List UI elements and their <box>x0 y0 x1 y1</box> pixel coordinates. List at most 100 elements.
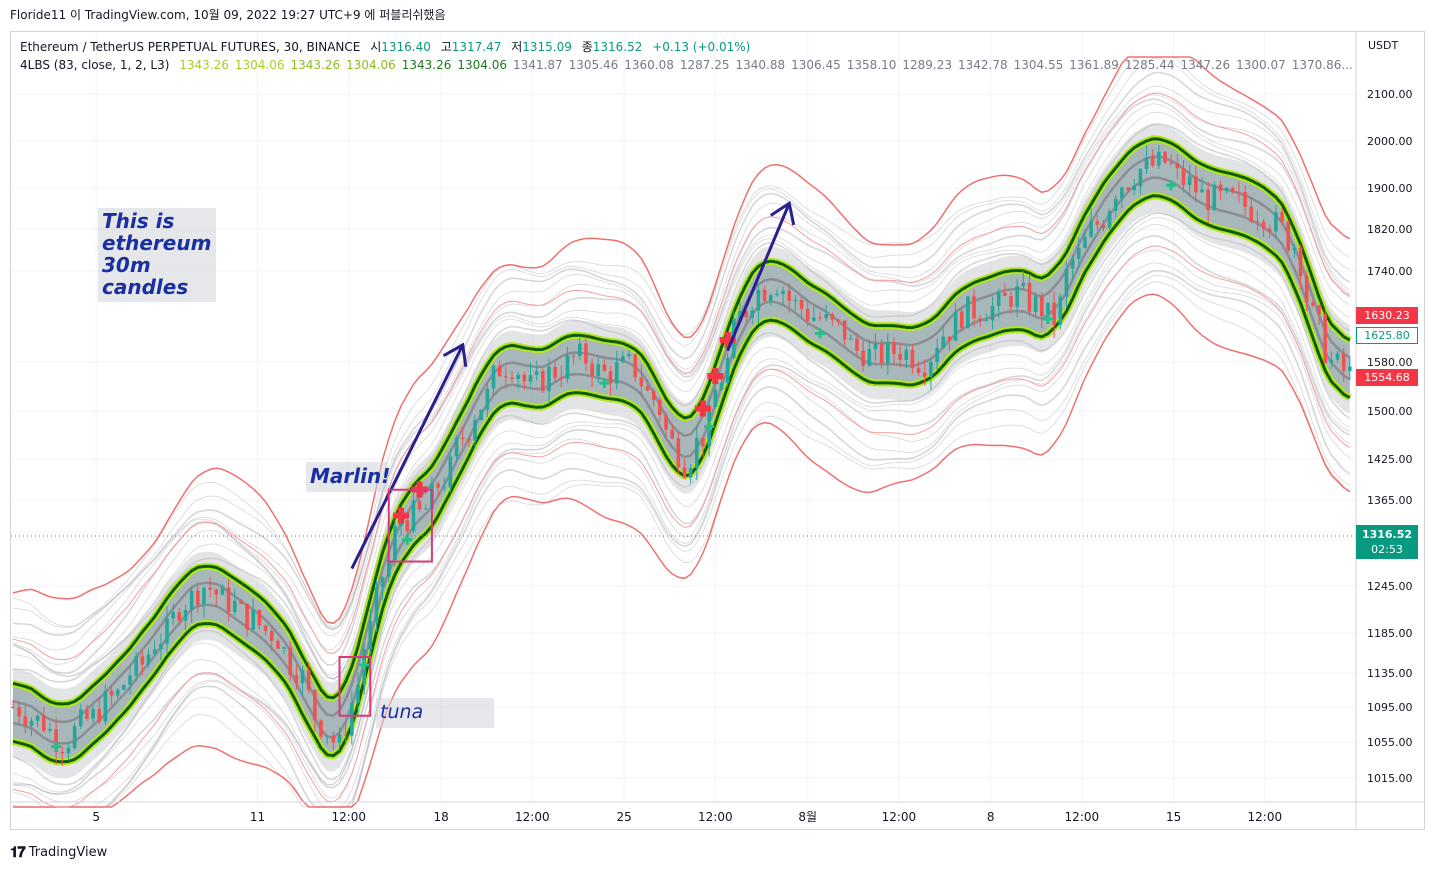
candle-body <box>1120 187 1124 199</box>
candle-body <box>263 625 268 632</box>
candle-body <box>1335 353 1340 360</box>
candle-body <box>1341 353 1346 371</box>
candle-body <box>522 374 527 382</box>
candle-body <box>232 600 237 612</box>
y-tick-label: 1135.00 <box>1367 667 1413 680</box>
candle-body <box>1323 314 1327 363</box>
candle-body <box>448 456 453 488</box>
fan-line-lower <box>12 269 1351 808</box>
candle-body <box>85 709 89 719</box>
drawing-overlays <box>11 200 1356 717</box>
fan-line-lower <box>12 262 1351 808</box>
y-tick-label: 1245.00 <box>1367 580 1413 593</box>
candle-body <box>682 467 687 478</box>
candle-body <box>990 306 995 321</box>
candle-body <box>78 709 83 727</box>
candle-body <box>1317 305 1321 315</box>
mid-gray-lower <box>12 176 1351 745</box>
candle-body <box>898 353 902 360</box>
candle-body <box>910 349 915 369</box>
candle-body <box>257 610 262 626</box>
candle-body <box>781 290 785 294</box>
candle-body <box>479 409 484 420</box>
indicator-value: 1343.26 <box>401 58 452 72</box>
low-label: 저 <box>511 40 523 54</box>
candle-body <box>756 289 761 311</box>
x-tick-label: 25 <box>616 810 631 824</box>
candle-body <box>214 589 219 595</box>
candle-body <box>1021 282 1026 287</box>
candle-body <box>1274 212 1278 232</box>
candle-body <box>1224 188 1229 192</box>
x-tick-label: 8월 <box>798 810 817 824</box>
mid-gray-upper <box>12 155 1351 724</box>
candle-body <box>350 702 354 736</box>
candle-body <box>713 389 718 407</box>
candle-body <box>467 438 471 441</box>
candle-body <box>1046 302 1050 317</box>
candle-body <box>892 342 896 354</box>
note-line: candles <box>102 275 189 299</box>
marlin-note[interactable]: Marlin! <box>306 462 390 492</box>
fan-line-lower <box>13 274 1350 808</box>
last-price-value: 1316.52 <box>1361 528 1413 541</box>
author-name[interactable]: Floride11 <box>10 8 67 22</box>
candle-body <box>1218 184 1223 192</box>
candle-body <box>140 656 145 665</box>
candle-body <box>1058 296 1063 325</box>
platform-name[interactable]: TradingView.com <box>84 8 186 22</box>
candle-body <box>1187 176 1192 185</box>
tuna-note[interactable]: tuna <box>376 698 494 728</box>
candle-body <box>688 468 693 478</box>
indicator-value: 1358.10 <box>846 58 897 72</box>
candle-body <box>1261 221 1266 229</box>
candle-body <box>775 293 779 296</box>
outer-red-lower <box>13 293 1351 808</box>
candle-body <box>534 371 539 376</box>
symbol-name[interactable]: Ethereum / TetherUS PERPETUAL FUTURES, 3… <box>20 40 361 54</box>
currency-label: USDT <box>1368 39 1399 52</box>
candle-body <box>959 311 964 329</box>
candle-body <box>1076 247 1081 259</box>
candle-body <box>1113 198 1118 211</box>
candle-body <box>873 343 878 350</box>
candle-body <box>282 647 286 649</box>
fan-line-lower <box>12 217 1350 793</box>
tradingview-footer[interactable]: 𝟏𝟕 TradingView <box>10 843 107 861</box>
candle-body <box>325 735 329 737</box>
candle-body <box>571 355 576 357</box>
x-tick-label: 12:00 <box>698 810 733 824</box>
open-label: 시 <box>370 40 382 54</box>
candle-body <box>1311 302 1315 306</box>
candle-body <box>177 612 182 621</box>
note-line: 30m <box>102 253 151 277</box>
candle-body <box>171 612 175 619</box>
trend-arrow-head-icon <box>442 342 468 367</box>
fan-line-lower <box>13 281 1350 808</box>
candle-body <box>1280 212 1284 222</box>
candle-body <box>1126 187 1130 191</box>
candle-body <box>343 734 348 736</box>
candle-body <box>602 364 607 371</box>
candle-body <box>719 382 724 390</box>
candle-body <box>300 670 305 684</box>
candle-body <box>1292 247 1297 251</box>
candle-body <box>1027 282 1032 312</box>
chart-frame[interactable]: USDT 2100.00 2000.00 1900.00 1820.00 1740.00 1… <box>10 31 1425 830</box>
candle-body <box>60 751 65 754</box>
ethereum-note[interactable]: This is ethereum 30m candles <box>98 208 216 302</box>
indicator-value: 1342.78 <box>958 58 1008 72</box>
candle-body <box>541 371 545 391</box>
candle-body <box>830 314 835 320</box>
header-connector: 이 <box>69 8 81 22</box>
price-chart[interactable]: USDT 2100.00 2000.00 1900.00 1820.00 1740.00 1… <box>11 32 1424 829</box>
candle-body <box>842 320 847 340</box>
indicator-name[interactable]: 4LBS (83, close, 1, 2, L3) <box>20 58 170 72</box>
candle-body <box>356 684 360 703</box>
x-tick-label: 12:00 <box>1248 810 1283 824</box>
fan-line-lower <box>12 234 1351 796</box>
candle-body <box>220 587 225 595</box>
buy-signal-icon <box>51 741 62 752</box>
indicator-value: 1343.26 <box>179 58 229 72</box>
indicator-value: 1361.89 <box>1069 58 1119 72</box>
